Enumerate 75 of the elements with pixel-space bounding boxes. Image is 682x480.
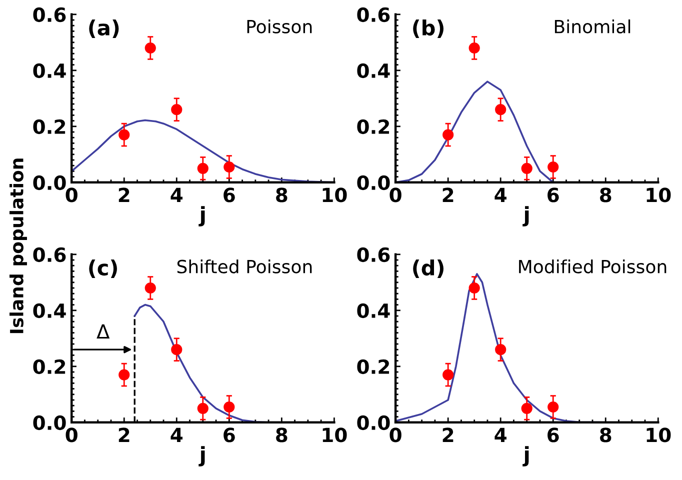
point — [521, 402, 532, 414]
point — [171, 104, 182, 116]
x-tick-label: 0 — [66, 188, 78, 202]
x-tick-label: 2 — [118, 428, 130, 442]
chart-title: (a) — [89, 19, 119, 38]
y-tick-label: 0.4 — [357, 303, 390, 318]
y-tick-label: 0.4 — [33, 63, 66, 78]
x-tick-label: 10 — [646, 428, 671, 442]
y-tick-label: 0.6 — [357, 7, 390, 22]
x-axis-title: j — [522, 446, 529, 466]
chart-title: (c) — [89, 259, 117, 278]
x-tick-label: 8 — [276, 188, 288, 202]
point — [118, 369, 130, 380]
point — [224, 401, 235, 413]
point — [171, 344, 182, 356]
x-tick-label: 4 — [170, 428, 183, 442]
x-tick-label: 6 — [224, 428, 235, 442]
line-series — [396, 80, 554, 182]
x-tick-label: 0 — [66, 428, 78, 442]
x-tick-label: 2 — [442, 188, 454, 202]
x-tick-label: 2 — [442, 428, 454, 442]
x-tick-label: 6 — [548, 188, 559, 202]
x-tick-label: 4 — [494, 428, 506, 442]
point — [468, 282, 480, 294]
point — [495, 344, 506, 356]
x-tick-label: 10 — [646, 188, 671, 202]
x-tick-label: 8 — [600, 428, 612, 442]
x-axis-title: j — [522, 206, 529, 226]
point — [442, 129, 454, 140]
point — [197, 162, 208, 174]
point — [224, 161, 235, 173]
y-tick-label: 0.0 — [33, 175, 66, 190]
chart-title: (b) — [413, 19, 444, 38]
y-tick-label: 0.6 — [33, 247, 66, 262]
x-tick-label: 10 — [322, 428, 347, 442]
point — [468, 42, 480, 54]
x-tick-label: 8 — [276, 428, 288, 442]
y-tick-label: 0.6 — [33, 7, 66, 22]
chart-subtitle: Modified Poisson — [519, 259, 666, 274]
x-tick-label: 0 — [390, 188, 402, 202]
point — [144, 42, 156, 54]
point — [548, 401, 559, 413]
y-tick-label: 0.4 — [357, 63, 390, 78]
x-tick-label: 6 — [224, 188, 235, 202]
point — [548, 161, 559, 173]
y-axis-title: Island population — [10, 158, 27, 334]
x-tick-label: 4 — [494, 188, 506, 202]
point — [197, 402, 208, 414]
point — [442, 369, 454, 380]
x-tick-label: 4 — [170, 188, 183, 202]
point — [118, 129, 130, 140]
y-tick-label: 0.0 — [33, 415, 66, 430]
chart-subtitle: Shifted Poisson — [177, 259, 312, 274]
chart-subtitle: Poisson — [247, 19, 312, 34]
x-tick-label: 8 — [600, 188, 612, 202]
y-tick-label: 0.2 — [357, 359, 390, 374]
y-tick-label: 0.2 — [33, 119, 66, 134]
x-tick-label: 0 — [390, 428, 402, 442]
x-axis-title: j — [198, 446, 205, 466]
y-tick-label: 0.2 — [33, 359, 66, 374]
y-tick-label: 0.4 — [33, 303, 66, 318]
x-tick-label: 10 — [322, 188, 347, 202]
x-tick-label: 6 — [548, 428, 559, 442]
annotation: Δ — [96, 324, 110, 339]
point — [521, 162, 532, 174]
x-tick-label: 2 — [118, 188, 130, 202]
y-tick-label: 0.0 — [357, 175, 390, 190]
x-axis-title: j — [198, 206, 205, 226]
y-tick-label: 0.0 — [357, 415, 390, 430]
chart-title: (d) — [413, 259, 444, 278]
chart-subtitle: Binomial — [554, 19, 630, 34]
y-tick-label: 0.6 — [357, 247, 390, 262]
point — [495, 104, 506, 116]
point — [144, 282, 156, 294]
y-tick-label: 0.2 — [357, 119, 390, 134]
